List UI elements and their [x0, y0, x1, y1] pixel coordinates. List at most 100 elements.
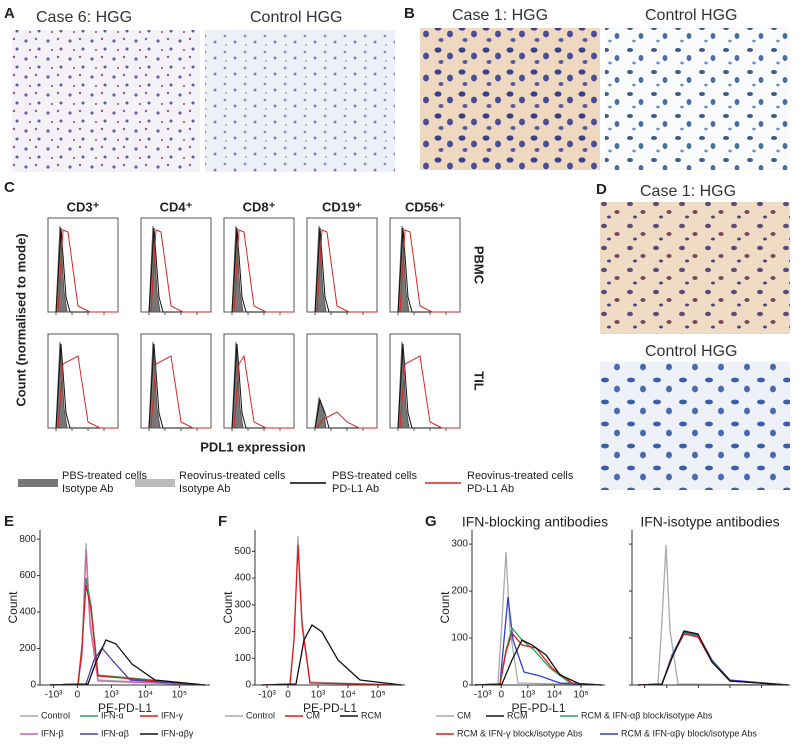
- image-title: Control HGG: [250, 9, 342, 26]
- x-tick-label: 10⁵: [573, 690, 588, 701]
- column-header: CD3⁺: [67, 199, 100, 214]
- isotype-peak: [55, 225, 68, 313]
- pdl1-black: [397, 343, 460, 429]
- isotype-peak: [397, 225, 410, 313]
- pdl1-black: [314, 227, 377, 313]
- image-title: Case 6: HGG: [36, 9, 132, 26]
- pdl1-black: [231, 227, 294, 313]
- plot-title: IFN-blocking antibodies: [462, 514, 608, 530]
- x-tick-label: 10⁵: [370, 690, 385, 701]
- panel-label: D: [596, 181, 607, 198]
- legend-text: Control: [246, 710, 275, 720]
- y-tick-label: 0: [245, 680, 251, 691]
- panel-label: F: [218, 513, 227, 530]
- image-title: Control HGG: [645, 343, 737, 360]
- pdl1-black: [148, 343, 211, 429]
- histogram-curves: [49, 535, 789, 686]
- x-tick-label: 10⁴: [547, 690, 562, 701]
- axis-label: Count: [221, 591, 235, 624]
- y-tick-label: 600: [19, 570, 36, 581]
- axis-label: Count: [438, 591, 452, 624]
- axis-label: PE-PD-L1: [303, 701, 357, 715]
- axis-label: PE-PD-L1: [511, 701, 565, 715]
- x-tick-label: 10⁴: [340, 690, 355, 701]
- column-header: CD4⁺: [160, 199, 193, 214]
- y-tick-label: 0: [462, 680, 468, 691]
- panel-label: B: [404, 5, 415, 22]
- panel-label: G: [425, 513, 437, 530]
- x-tick-label: -10³: [258, 690, 276, 701]
- axis-label: Count (normalised to mode): [13, 233, 28, 406]
- legend-text: RCM & IFN-αβγ block/isotype Abs: [621, 728, 757, 738]
- legend-text: IFN-αβ: [101, 728, 129, 738]
- legend-text: Isotype Ab: [179, 483, 230, 495]
- axis-label: PE-PD-L1: [98, 701, 152, 715]
- axis-label: PDL1 expression: [200, 439, 306, 454]
- legend-text: CM: [306, 710, 320, 720]
- histology-image: [605, 28, 790, 170]
- x-tick-label: 0: [75, 690, 81, 701]
- x-tick-label: -10³: [474, 690, 492, 701]
- histology-image: [600, 362, 790, 490]
- x-tick-label: 10⁴: [138, 690, 153, 701]
- legend-text: PBS-treated cells: [62, 470, 147, 482]
- axis-label: Count: [6, 591, 20, 624]
- legend-text: RCM: [507, 710, 528, 720]
- pdl1-red: [57, 229, 118, 313]
- x-tick-label: 10³: [521, 690, 536, 701]
- y-tick-label: 400: [234, 573, 251, 584]
- image-title: Control HGG: [645, 7, 737, 24]
- pdl1-red: [150, 355, 211, 429]
- histology-image: [420, 28, 600, 170]
- column-header: CD19⁺: [322, 199, 362, 214]
- y-tick-label: 100: [234, 653, 251, 664]
- legend-text: CM: [457, 710, 471, 720]
- pdl1-black: [397, 227, 460, 313]
- pdl1-red: [399, 229, 460, 313]
- pdl1-red: [233, 354, 294, 429]
- y-tick-label: 0: [30, 680, 36, 691]
- axis: [631, 530, 790, 686]
- legend-text: Reovirus-treated cells: [179, 470, 286, 482]
- axis: [39, 530, 210, 686]
- legend-text: RCM & IFN-γ block/isotype Abs: [457, 728, 583, 738]
- legend-text: IFN-γ: [161, 710, 183, 720]
- legend-swatch: [135, 479, 175, 487]
- x-tick-label: 10³: [104, 690, 119, 701]
- isotype-peak: [314, 225, 327, 313]
- x-tick-label: 10³: [311, 690, 326, 701]
- pdl1-red: [399, 355, 460, 429]
- y-tick-label: 500: [234, 546, 251, 557]
- pdl1-red: [316, 229, 377, 313]
- pdl1-black: [55, 227, 118, 313]
- y-tick-label: 300: [234, 599, 251, 610]
- image-title: Case 1: HGG: [452, 7, 548, 24]
- column-header: CD8⁺: [243, 199, 276, 214]
- plot-title: IFN-isotype antibodies: [640, 514, 779, 530]
- histology-image: [12, 30, 200, 172]
- pdl1-red: [57, 355, 118, 429]
- legend-text: PD-L1 Ab: [467, 483, 514, 495]
- pdl1-black: [231, 343, 294, 429]
- x-tick-label: 0: [498, 690, 504, 701]
- y-tick-label: 400: [19, 607, 36, 618]
- axis: [471, 530, 605, 686]
- histogram-grid: CD3⁺ CD4⁺ CD8⁺ CD19⁺ CD56⁺ PBMC TIL: [47, 199, 487, 431]
- pdl1-red: [233, 229, 294, 313]
- x-tick-label: 0: [285, 690, 291, 701]
- pdl1-black: [148, 227, 211, 313]
- pdl1-red: [150, 229, 211, 313]
- panel-label: E: [4, 513, 14, 530]
- image-title: Case 1: HGG: [640, 183, 736, 200]
- legend-text: IFN-α: [101, 710, 124, 720]
- legend-text: RCM & IFN-αβ block/isotype Abs: [581, 710, 713, 720]
- legend-text: Reovirus-treated cells: [467, 470, 574, 482]
- legend-text: Control: [41, 710, 70, 720]
- y-tick-label: 200: [19, 643, 36, 654]
- pdl1-black: [314, 398, 377, 429]
- legend-text: IFN-αβγ: [161, 728, 194, 738]
- x-tick-label: -10³: [45, 690, 63, 701]
- panel-label: C: [4, 179, 15, 196]
- y-tick-label: 300: [451, 539, 468, 550]
